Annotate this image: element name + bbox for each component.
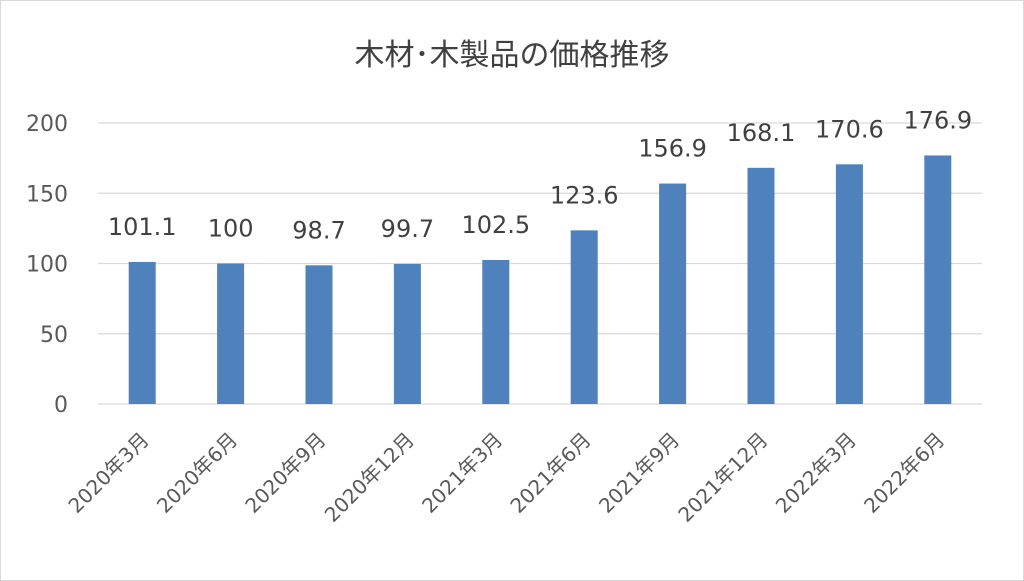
y-tick-label: 100 [26, 253, 68, 278]
x-tick-label: 2022年6月 [859, 428, 949, 518]
bar [217, 263, 245, 404]
data-label: 101.1 [108, 213, 177, 241]
bar [393, 263, 421, 404]
data-label: 156.9 [638, 135, 707, 163]
bar [659, 183, 687, 404]
y-axis: 0 50 100 150 200 [26, 112, 68, 418]
data-label: 99.7 [381, 215, 434, 243]
x-tick-label: 2022年3月 [771, 428, 861, 518]
y-tick-label: 0 [54, 393, 68, 418]
bar-series [128, 155, 952, 404]
x-tick-label: 2020年3月 [63, 428, 153, 518]
data-label: 100 [208, 215, 254, 243]
x-tick-label: 2021年9月 [594, 428, 684, 518]
x-tick-label: 2020年9月 [240, 428, 330, 518]
x-axis: 2020年3月2020年6月2020年9月2020年12月2021年3月2021… [63, 428, 949, 527]
data-label: 102.5 [461, 211, 530, 239]
x-tick-label: 2021年12月 [673, 428, 772, 527]
bar [482, 259, 510, 404]
bar [924, 155, 952, 404]
bar [835, 164, 863, 404]
data-label: 168.1 [727, 119, 796, 147]
data-labels: 101.1 100 98.7 99.7 102.5 123.6 156.9 168.1 170.… [108, 106, 972, 244]
bar [570, 230, 598, 404]
y-tick-label: 150 [26, 182, 68, 207]
bar [305, 265, 333, 404]
y-tick-label: 50 [40, 323, 68, 348]
bar [128, 261, 156, 404]
gridlines [98, 122, 982, 405]
x-tick-label: 2021年6月 [505, 428, 595, 518]
data-label: 98.7 [292, 216, 345, 244]
x-tick-label: 2020年6月 [152, 428, 242, 518]
data-label: 170.6 [815, 115, 884, 143]
data-label: 176.9 [903, 106, 972, 134]
y-tick-label: 200 [26, 112, 68, 137]
bar [747, 167, 775, 404]
data-label: 123.6 [550, 181, 619, 209]
chart-title: 木材･木製品の価格推移 [354, 38, 670, 73]
x-tick-label: 2021年3月 [417, 428, 507, 518]
x-tick-label: 2020年12月 [320, 428, 419, 527]
